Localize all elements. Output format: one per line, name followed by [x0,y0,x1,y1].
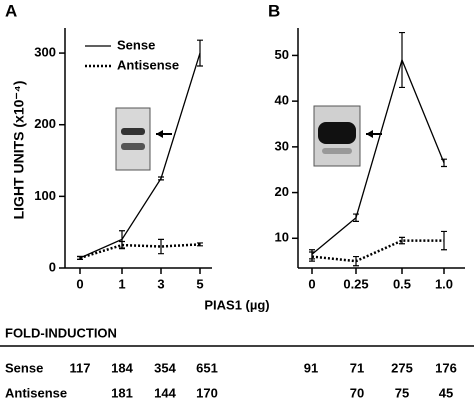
error-bar [119,240,125,250]
x-tick-label: 3 [157,276,164,291]
legend-label: Sense [117,37,155,52]
error-bar [77,255,83,261]
y-tick-label: 100 [34,188,56,203]
table-cell: 144 [154,385,176,400]
error-bar [441,158,447,168]
x-axis-label: PIAS1 (µg) [204,297,269,312]
table-cell: 651 [196,360,218,375]
error-bar [353,213,359,222]
y-tick-label: 10 [275,230,289,245]
y-tick-label: 40 [275,93,289,108]
table-cell: 45 [439,385,453,400]
table-cell: 176 [435,360,457,375]
y-axis-label: LIGHT UNITS (x10⁻⁴) [11,81,27,220]
error-bar [197,39,203,67]
series-line [311,239,444,263]
error-bar [158,176,164,181]
error-bar [353,255,359,267]
blot-inset-a [115,107,172,171]
panel-label: A [5,1,17,20]
error-bar [399,31,405,89]
table-cell: 71 [350,360,364,375]
error-bar [399,236,405,245]
table-cell: 75 [395,385,409,400]
panel-label: B [268,1,280,20]
table-cell: 91 [304,360,318,375]
row-label: Sense [5,360,43,375]
y-tick-label: 200 [34,116,56,131]
x-tick-label: 1.0 [435,276,453,291]
x-tick-label: 0 [76,276,83,291]
error-bar [309,251,315,262]
series-line [79,243,201,260]
table-cell: 70 [350,385,364,400]
y-tick-label: 50 [275,47,289,62]
legend-label: Antisense [117,57,179,72]
x-tick-label: 0.25 [343,276,368,291]
x-tick-label: 1 [118,276,125,291]
table-cell: 117 [70,360,91,375]
table-cell: 181 [111,385,133,400]
x-tick-label: 5 [196,276,203,291]
error-bar [441,230,447,251]
row-label: Antisense [5,385,67,400]
error-bar [197,242,203,247]
table-cell: 170 [196,385,218,400]
x-tick-label: 0 [308,276,315,291]
y-tick-label: 20 [275,184,289,199]
table-title: FOLD-INDUCTION [5,325,117,340]
blot-inset-b [313,105,382,167]
series-line [311,58,445,255]
table-cell: 354 [154,360,176,375]
table-cell: 184 [111,360,133,375]
y-tick-label: 300 [34,45,56,60]
y-tick-label: 0 [49,259,56,274]
x-tick-label: 0.5 [393,276,411,291]
error-bar [158,238,164,255]
y-tick-label: 30 [275,138,289,153]
series-line [79,52,201,259]
table-cell: 275 [391,360,413,375]
